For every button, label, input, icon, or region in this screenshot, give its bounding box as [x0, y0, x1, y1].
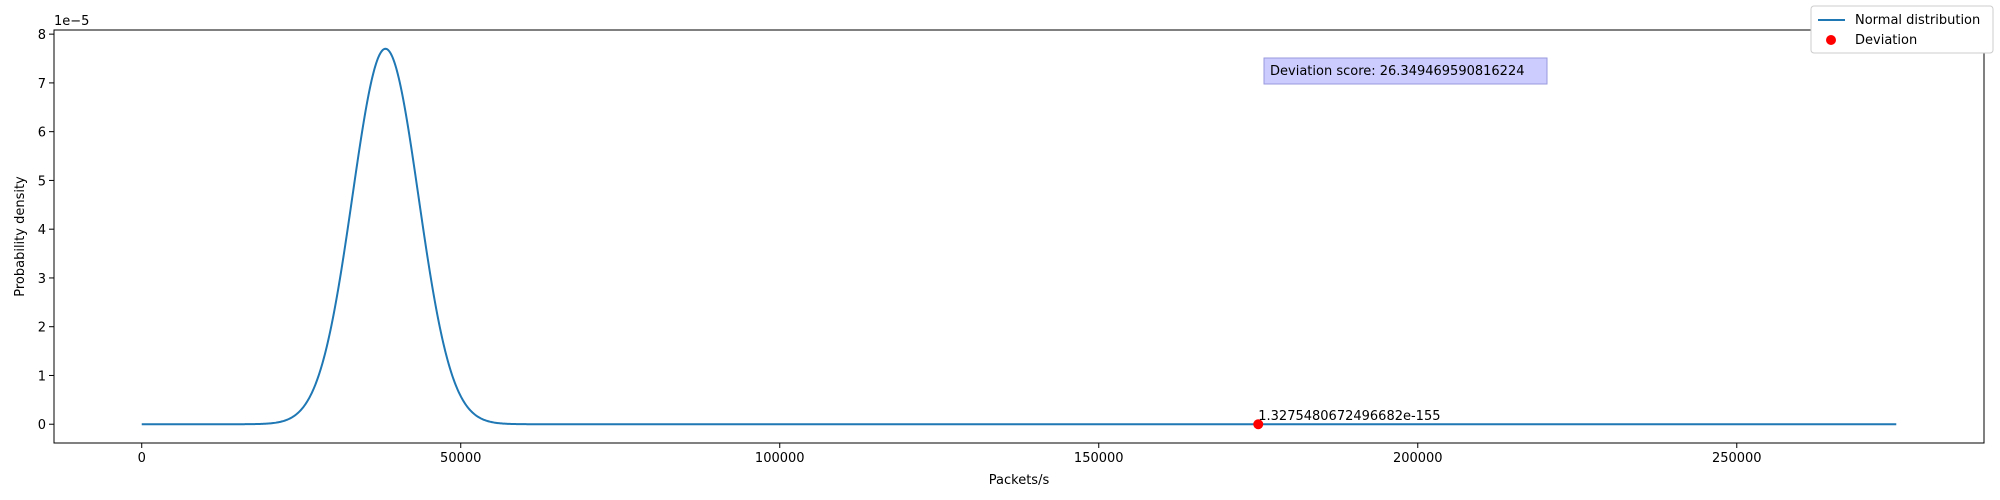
x-tick-label: 200000	[1393, 451, 1443, 466]
y-tick-label: 8	[38, 28, 46, 43]
y-tick-label: 6	[38, 126, 46, 141]
legend: Normal distribution Deviation	[1810, 5, 1994, 54]
x-axis: 0 50000 100000 150000 200000 250000	[138, 443, 1762, 466]
x-tick-label: 0	[138, 451, 146, 466]
point-value-annotation: 1.3275480672496682e-155	[1258, 409, 1440, 424]
y-tick-label: 4	[38, 223, 46, 238]
y-tick-label: 0	[38, 418, 46, 433]
x-tick-label: 150000	[1074, 451, 1124, 466]
legend-point-swatch	[1826, 35, 1836, 45]
deviation-score-box: Deviation score: 26.349469590816224	[1263, 57, 1548, 85]
x-tick-label: 100000	[755, 451, 805, 466]
x-tick-label: 50000	[440, 451, 481, 466]
x-tick-label: 250000	[1712, 451, 1762, 466]
deviation-score-text: Deviation score: 26.349469590816224	[1270, 64, 1525, 79]
deviation-point	[1253, 419, 1264, 430]
y-tick-label: 2	[38, 321, 46, 336]
y-tick-label: 7	[38, 77, 46, 92]
legend-label-deviation: Deviation	[1855, 33, 1917, 48]
y-tick-label: 1	[38, 369, 46, 384]
normal-distribution-line	[141, 47, 1897, 426]
y-axis-label: Probability density	[13, 176, 28, 297]
x-axis-label: Packets/s	[989, 473, 1050, 488]
plot-frame	[53, 29, 1985, 444]
y-tick-label: 5	[38, 174, 46, 189]
y-axis: 0 1 2 3 4 5 6 7 8	[38, 28, 54, 433]
deviation-points	[1253, 419, 1264, 430]
y-tick-label: 3	[38, 272, 46, 287]
legend-label-normal-distribution: Normal distribution	[1855, 13, 1980, 28]
legend-frame	[1810, 5, 1994, 54]
deviation-score-box-background	[1263, 57, 1548, 85]
y-offset-label: 1e−5	[54, 14, 89, 29]
